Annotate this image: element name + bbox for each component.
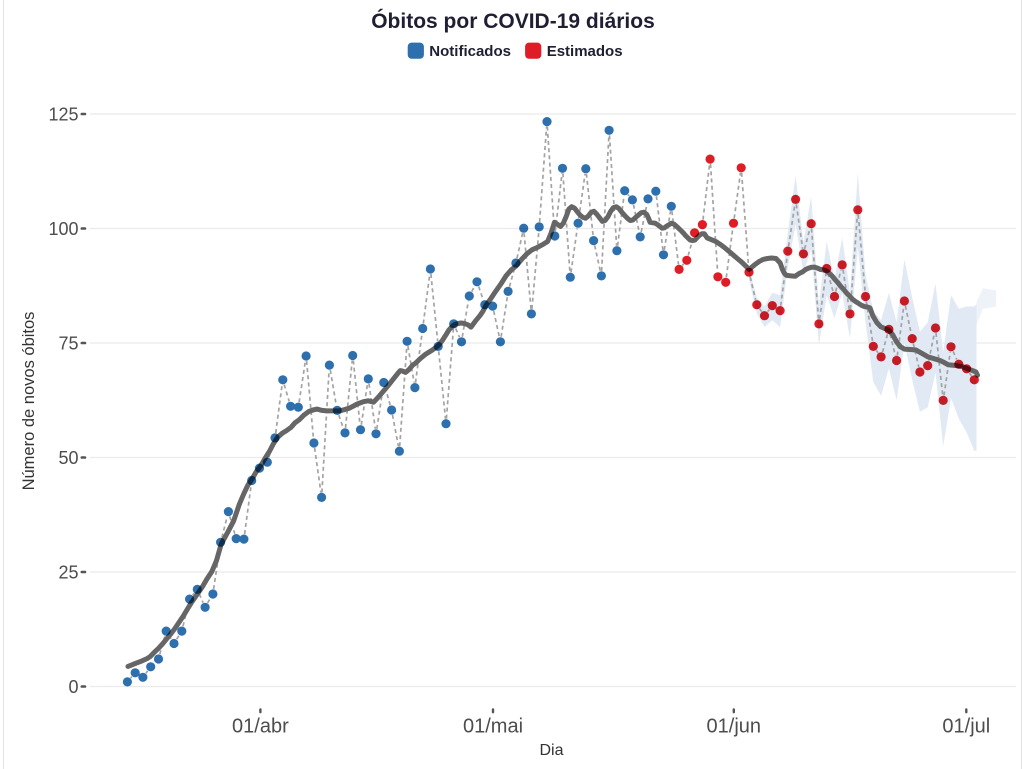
- svg-text:01/jul: 01/jul: [942, 716, 990, 738]
- svg-text:100: 100: [48, 219, 78, 239]
- svg-text:75: 75: [58, 333, 78, 353]
- svg-text:01/jun: 01/jun: [707, 716, 762, 738]
- svg-text:Dia: Dia: [539, 742, 563, 759]
- svg-text:Estimados: Estimados: [547, 43, 623, 60]
- svg-text:01/abr: 01/abr: [232, 716, 289, 738]
- svg-text:Notificados: Notificados: [429, 43, 511, 60]
- svg-text:0: 0: [68, 677, 78, 697]
- svg-text:125: 125: [48, 104, 78, 124]
- svg-text:01/mai: 01/mai: [463, 716, 523, 738]
- svg-text:50: 50: [58, 448, 78, 468]
- svg-text:Óbitos por COVID-19 diários: Óbitos por COVID-19 diários: [371, 9, 655, 33]
- svg-text:Número de novos óbitos: Número de novos óbitos: [20, 312, 38, 491]
- svg-text:25: 25: [58, 562, 78, 582]
